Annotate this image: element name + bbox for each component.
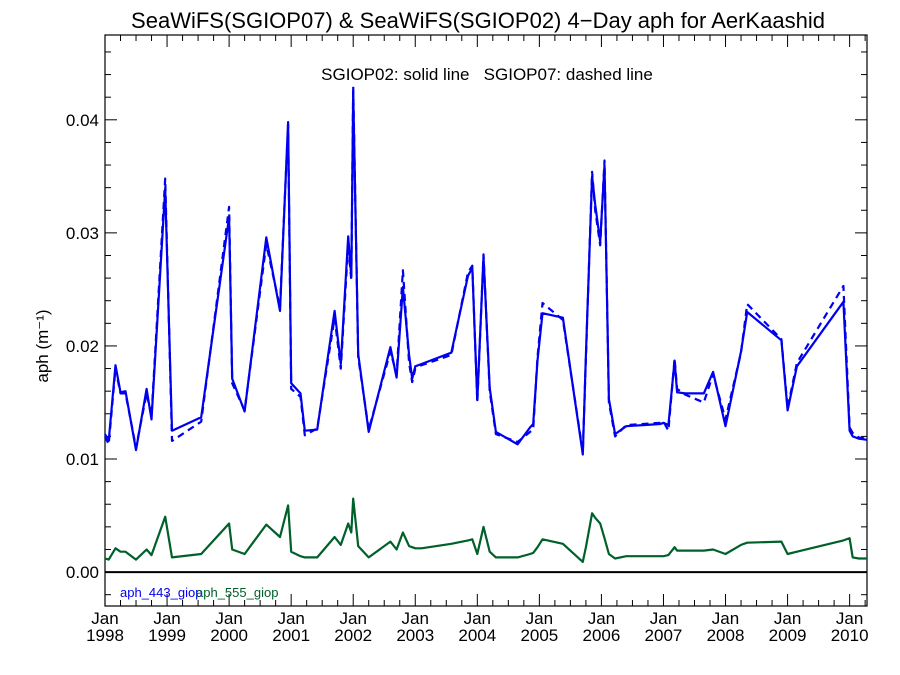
y-axis-label: aph (m⁻¹) <box>33 309 52 382</box>
x-tick-month-label: Jan <box>650 609 677 628</box>
x-tick-year-label: 2006 <box>583 626 621 645</box>
x-tick-month-label: Jan <box>526 609 553 628</box>
y-tick-label: 0.04 <box>66 111 99 130</box>
chart-title: SeaWiFS(SGIOP07) & SeaWiFS(SGIOP02) 4−Da… <box>131 8 825 33</box>
x-tick-year-label: 2001 <box>272 626 310 645</box>
x-tick-month-label: Jan <box>215 609 242 628</box>
aph_443_giop-sgiop02-solid-line <box>104 90 868 456</box>
x-tick-month-label: Jan <box>836 609 863 628</box>
plot-area-frame <box>104 34 868 607</box>
x-tick-month-label: Jan <box>588 609 615 628</box>
x-tick-month-label: Jan <box>402 609 429 628</box>
line-style-note: SGIOP02: solid line SGIOP07: dashed line <box>321 65 653 84</box>
legend-entry-aph_555_giop: aph_555_giop <box>196 585 278 600</box>
y-tick-label: 0.02 <box>66 337 99 356</box>
x-tick-year-label: 2008 <box>707 626 745 645</box>
x-tick-month-label: Jan <box>91 609 118 628</box>
x-tick-month-label: Jan <box>774 609 801 628</box>
aph_555_giop-sgiop02-solid-line <box>104 497 867 564</box>
x-tick-month-label: Jan <box>464 609 491 628</box>
x-tick-year-label: 2004 <box>458 626 496 645</box>
y-tick-label: 0.01 <box>66 450 99 469</box>
x-tick-year-label: 2003 <box>396 626 434 645</box>
x-tick-year-label: 2009 <box>769 626 807 645</box>
x-tick-month-label: Jan <box>712 609 739 628</box>
legend-entry-aph_443_giop: aph_443_giop <box>120 585 202 600</box>
x-tick-month-label: Jan <box>339 609 366 628</box>
x-tick-year-label: 2000 <box>210 626 248 645</box>
series-layer <box>104 84 868 574</box>
axis-ticks: 0.000.010.020.030.04Jan1998Jan1999Jan200… <box>66 35 869 645</box>
x-tick-month-label: Jan <box>277 609 304 628</box>
x-tick-year-label: 1999 <box>148 626 186 645</box>
x-tick-year-label: 2005 <box>520 626 558 645</box>
y-tick-label: 0.00 <box>66 563 99 582</box>
x-tick-year-label: 2010 <box>831 626 869 645</box>
x-tick-year-label: 1998 <box>86 626 124 645</box>
y-tick-label: 0.03 <box>66 224 99 243</box>
x-tick-month-label: Jan <box>153 609 180 628</box>
x-tick-year-label: 2007 <box>645 626 683 645</box>
aph_443_giop-sgiop07-dashed-line <box>104 84 868 454</box>
x-tick-year-label: 2002 <box>334 626 372 645</box>
